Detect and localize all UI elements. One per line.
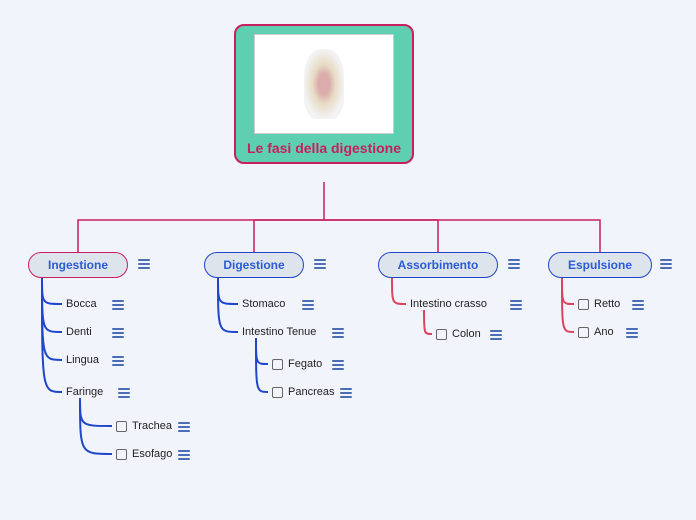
- leaf-node[interactable]: Intestino crasso: [410, 298, 487, 310]
- menu-icon[interactable]: [508, 259, 520, 269]
- menu-icon[interactable]: [138, 259, 150, 269]
- leaf-label: Fegato: [288, 358, 322, 370]
- menu-icon[interactable]: [510, 300, 522, 310]
- root-title: Le fasi della digestione: [244, 140, 404, 156]
- menu-icon[interactable]: [178, 422, 190, 432]
- leaf-label: Esofago: [132, 448, 172, 460]
- menu-icon[interactable]: [178, 450, 190, 460]
- menu-icon[interactable]: [632, 300, 644, 310]
- menu-icon[interactable]: [490, 330, 502, 340]
- leaf-label: Lingua: [66, 354, 99, 366]
- leaf-label: Retto: [594, 298, 620, 310]
- branch-label: Ingestione: [48, 258, 108, 272]
- menu-icon[interactable]: [112, 328, 124, 338]
- branch-label: Espulsione: [568, 258, 632, 272]
- branch-espulsione[interactable]: Espulsione: [548, 252, 652, 278]
- branch-label: Digestione: [223, 258, 284, 272]
- menu-icon[interactable]: [332, 360, 344, 370]
- branch-assorbimento[interactable]: Assorbimento: [378, 252, 498, 278]
- menu-icon[interactable]: [118, 388, 130, 398]
- checkbox-icon[interactable]: [578, 327, 589, 338]
- leaf-label: Colon: [452, 328, 481, 340]
- leaf-node[interactable]: Stomaco: [242, 298, 285, 310]
- leaf-label: Intestino crasso: [410, 298, 487, 310]
- checkbox-icon[interactable]: [436, 329, 447, 340]
- leaf-node[interactable]: Faringe: [66, 386, 103, 398]
- root-node[interactable]: Le fasi della digestione: [234, 24, 414, 164]
- leaf-label: Intestino Tenue: [242, 326, 316, 338]
- leaf-label: Faringe: [66, 386, 103, 398]
- leaf-node[interactable]: Trachea: [116, 420, 172, 432]
- leaf-label: Denti: [66, 326, 92, 338]
- leaf-node[interactable]: Denti: [66, 326, 92, 338]
- checkbox-icon[interactable]: [116, 449, 127, 460]
- checkbox-icon[interactable]: [272, 387, 283, 398]
- leaf-label: Pancreas: [288, 386, 334, 398]
- root-image: [254, 34, 394, 134]
- checkbox-icon[interactable]: [578, 299, 589, 310]
- menu-icon[interactable]: [626, 328, 638, 338]
- branch-ingestione[interactable]: Ingestione: [28, 252, 128, 278]
- leaf-node[interactable]: Ano: [578, 326, 614, 338]
- leaf-node[interactable]: Bocca: [66, 298, 97, 310]
- leaf-label: Trachea: [132, 420, 172, 432]
- menu-icon[interactable]: [302, 300, 314, 310]
- leaf-label: Bocca: [66, 298, 97, 310]
- menu-icon[interactable]: [314, 259, 326, 269]
- leaf-label: Ano: [594, 326, 614, 338]
- branch-label: Assorbimento: [398, 258, 479, 272]
- checkbox-icon[interactable]: [116, 421, 127, 432]
- leaf-label: Stomaco: [242, 298, 285, 310]
- branch-digestione[interactable]: Digestione: [204, 252, 304, 278]
- menu-icon[interactable]: [112, 356, 124, 366]
- leaf-node[interactable]: Fegato: [272, 358, 322, 370]
- leaf-node[interactable]: Pancreas: [272, 386, 334, 398]
- leaf-node[interactable]: Colon: [436, 328, 481, 340]
- menu-icon[interactable]: [660, 259, 672, 269]
- menu-icon[interactable]: [332, 328, 344, 338]
- checkbox-icon[interactable]: [272, 359, 283, 370]
- leaf-node[interactable]: Retto: [578, 298, 620, 310]
- leaf-node[interactable]: Lingua: [66, 354, 99, 366]
- menu-icon[interactable]: [340, 388, 352, 398]
- menu-icon[interactable]: [112, 300, 124, 310]
- leaf-node[interactable]: Esofago: [116, 448, 172, 460]
- leaf-node[interactable]: Intestino Tenue: [242, 326, 316, 338]
